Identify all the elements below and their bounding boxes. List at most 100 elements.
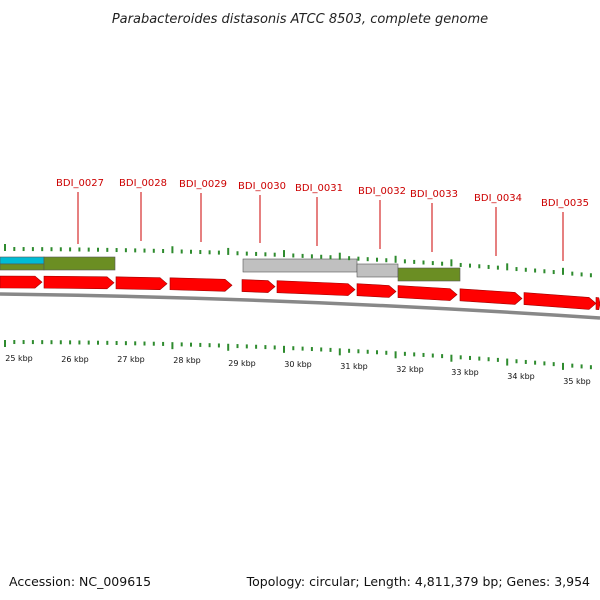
- tick-mark: [515, 359, 518, 364]
- tick-mark: [348, 256, 351, 261]
- tick-mark: [264, 252, 267, 257]
- feature-bar-cyan: [0, 256, 45, 265]
- tick-mark: [171, 342, 174, 350]
- tick-mark: [487, 264, 490, 269]
- tick-mark: [515, 267, 518, 272]
- tick-mark: [562, 267, 564, 275]
- tick-mark: [459, 262, 462, 267]
- tick-mark: [310, 254, 313, 259]
- tick-mark: [162, 341, 165, 346]
- tick-mark: [273, 345, 276, 350]
- gene-label: BDI_0033: [410, 189, 458, 200]
- tick-mark: [394, 255, 397, 263]
- tick-mark: [366, 257, 369, 262]
- ruler-label: 29 kbp: [228, 359, 256, 368]
- tick-mark: [385, 258, 388, 263]
- tick-mark: [580, 364, 583, 369]
- ruler-label: 33 kbp: [451, 368, 479, 377]
- tick-mark: [496, 265, 499, 270]
- tick-mark: [376, 350, 378, 355]
- tick-mark: [589, 273, 592, 278]
- tick-mark: [124, 248, 127, 253]
- tick-mark: [552, 362, 555, 367]
- tick-mark: [589, 365, 592, 370]
- tick-mark: [329, 347, 332, 352]
- tick-mark: [320, 254, 323, 259]
- tick-mark: [441, 261, 444, 266]
- tick-mark: [255, 251, 258, 256]
- tick-mark: [162, 249, 165, 254]
- tick-mark: [87, 340, 90, 345]
- tick-mark: [13, 340, 16, 345]
- tick-mark: [273, 252, 276, 257]
- gene-arrow: [115, 276, 168, 291]
- gene-label: BDI_0035: [541, 198, 589, 209]
- tick-mark: [571, 271, 574, 276]
- tick-mark: [506, 358, 509, 366]
- tick-mark: [124, 341, 127, 346]
- tick-mark: [217, 250, 220, 255]
- tick-mark: [264, 345, 267, 350]
- tick-mark: [255, 344, 258, 349]
- tick-mark: [376, 257, 378, 262]
- gene-arrow: [523, 292, 597, 310]
- ruler-labels: 25 kbp 26 kbp 27 kbp 28 kbp 29 kbp 30 kbp 31 k…: [5, 354, 591, 386]
- tick-mark: [180, 249, 183, 254]
- gene-label: BDI_0027: [56, 178, 104, 189]
- feature-bar-olive: [43, 256, 116, 271]
- ruler-label: 30 kbp: [284, 360, 312, 369]
- tick-mark: [152, 248, 155, 253]
- tick-mark: [450, 259, 453, 267]
- tick-mark: [413, 259, 416, 264]
- tick-mark: [69, 247, 72, 252]
- tick-mark: [87, 247, 90, 252]
- tick-mark: [543, 361, 546, 366]
- tick-mark: [385, 350, 388, 355]
- tick-mark: [31, 247, 34, 252]
- gene-arrow: [43, 275, 115, 290]
- tick-mark: [190, 249, 192, 254]
- tick-mark: [413, 352, 416, 357]
- gene-arrow: [595, 297, 600, 311]
- tick-mark: [329, 255, 332, 260]
- tick-mark: [534, 268, 537, 273]
- tick-mark: [78, 340, 81, 345]
- tick-mark: [217, 343, 220, 348]
- gene-arrow: [0, 275, 43, 289]
- tick-mark: [478, 356, 481, 361]
- tick-mark: [348, 348, 351, 353]
- ruler-label: 35 kbp: [563, 377, 591, 386]
- gene-arrow: [397, 285, 458, 301]
- tick-mark: [106, 340, 109, 345]
- tick-mark: [245, 251, 248, 256]
- tick-mark: [431, 261, 434, 266]
- tick-mark: [41, 247, 44, 252]
- gene-label: BDI_0031: [295, 183, 343, 194]
- tick-mark: [236, 344, 239, 349]
- ruler-label: 25 kbp: [5, 354, 33, 363]
- tick-mark: [97, 247, 99, 252]
- tick-mark: [227, 343, 230, 351]
- tick-mark: [431, 353, 434, 358]
- tick-mark: [459, 355, 462, 360]
- tick-mark: [469, 263, 471, 268]
- tick-mark: [13, 247, 16, 252]
- tick-mark: [283, 345, 285, 353]
- tick-mark: [143, 248, 146, 253]
- tick-mark: [524, 267, 527, 272]
- tick-mark: [394, 351, 397, 359]
- tick-mark: [227, 247, 230, 255]
- tick-mark: [22, 247, 25, 252]
- tick-mark: [320, 347, 323, 352]
- genome-summary: Topology: circular; Length: 4,811,379 bp…: [246, 574, 590, 589]
- tick-mark: [366, 349, 369, 354]
- tick-mark: [22, 340, 25, 345]
- gene-arrow: [276, 280, 356, 296]
- tick-mark: [236, 251, 239, 256]
- feature-bar-olive: [397, 267, 461, 282]
- tick-mark: [78, 247, 81, 252]
- tick-mark: [31, 340, 34, 345]
- feature-bar-olive: [0, 263, 45, 271]
- tick-mark: [422, 352, 425, 357]
